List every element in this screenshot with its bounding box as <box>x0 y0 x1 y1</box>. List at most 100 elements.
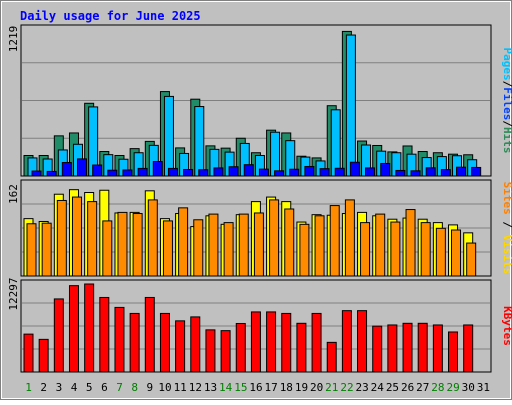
bar-sites-day-30 <box>466 242 477 277</box>
bar-sites-day-2 <box>41 222 52 277</box>
series-label-part: Visits <box>501 235 512 275</box>
bar-kbytes-day-16 <box>250 311 261 373</box>
bar-pages-day-11 <box>183 168 194 177</box>
x-tick-label-10: 10 <box>158 381 171 394</box>
bar-kbytes-day-8 <box>129 312 140 373</box>
bar-kbytes-day-15 <box>235 322 246 373</box>
bar-sites-day-7 <box>117 211 128 277</box>
x-tick-label-18: 18 <box>280 381 293 394</box>
x-tick-label-21: 21 <box>325 381 338 394</box>
bar-sites-day-17 <box>269 199 280 277</box>
bar-kbytes-day-20 <box>311 312 322 373</box>
series-label-part: / <box>501 81 512 88</box>
bar-kbytes-day-18 <box>281 312 292 373</box>
bar-kbytes-day-11 <box>175 320 186 373</box>
ymax-label-hits-files-pages: 1219 <box>7 26 20 53</box>
chart-title: Daily usage for June 2025 <box>20 9 201 23</box>
series-label-part: / <box>501 215 512 235</box>
x-tick-label-16: 16 <box>249 381 262 394</box>
bar-kbytes-day-12 <box>190 316 201 373</box>
ymax-label-visits-sites: 162 <box>7 184 20 204</box>
bar-sites-day-16 <box>253 212 264 277</box>
bar-kbytes-day-25 <box>387 324 398 373</box>
bar-pages-day-26 <box>410 170 421 177</box>
bar-pages-day-24 <box>380 162 391 177</box>
bar-kbytes-day-6 <box>99 296 110 373</box>
bar-kbytes-day-24 <box>372 325 383 373</box>
series-label-part: Files <box>501 87 512 120</box>
bar-sites-day-23 <box>360 222 371 277</box>
x-tick-label-13: 13 <box>204 381 217 394</box>
series-label-hits-files-pages: Pages/Files/Hits <box>501 48 512 154</box>
x-tick-label-30: 30 <box>462 381 475 394</box>
x-tick-label-19: 19 <box>295 381 308 394</box>
bar-kbytes-day-5 <box>84 283 95 373</box>
bar-sites-day-3 <box>56 199 67 277</box>
bar-pages-day-7 <box>122 169 133 177</box>
bar-pages-day-19 <box>304 165 315 177</box>
bar-kbytes-day-19 <box>296 322 307 373</box>
x-tick-label-28: 28 <box>431 381 444 394</box>
x-tick-label-8: 8 <box>131 381 138 394</box>
bar-files-day-10 <box>163 95 174 177</box>
bar-pages-day-23 <box>365 167 376 177</box>
bar-sites-day-11 <box>178 207 189 277</box>
bar-kbytes-day-2 <box>38 338 49 373</box>
bar-pages-day-15 <box>243 164 254 177</box>
bar-pages-day-9 <box>152 161 163 177</box>
bar-pages-day-5 <box>92 164 103 177</box>
bar-kbytes-day-7 <box>114 306 125 373</box>
bar-kbytes-day-29 <box>448 331 459 373</box>
ymax-label-kbytes: 12297 <box>7 277 20 310</box>
bar-kbytes-day-23 <box>357 310 368 373</box>
bar-kbytes-day-30 <box>463 324 474 373</box>
bar-pages-day-22 <box>349 161 360 177</box>
x-tick-label-22: 22 <box>340 381 353 394</box>
bar-sites-day-27 <box>420 222 431 277</box>
x-tick-label-31: 31 <box>477 381 490 394</box>
bar-sites-day-8 <box>132 213 143 277</box>
bar-sites-day-6 <box>102 220 113 277</box>
bar-files-day-21 <box>330 109 341 177</box>
bar-kbytes-day-28 <box>432 324 443 373</box>
bar-sites-day-15 <box>238 213 249 277</box>
x-tick-label-20: 20 <box>310 381 323 394</box>
bar-pages-day-18 <box>289 168 300 177</box>
bar-sites-day-14 <box>223 222 234 277</box>
bar-sites-day-29 <box>451 229 462 277</box>
series-label-kbytes: KBytes <box>501 306 512 346</box>
bar-kbytes-day-14 <box>220 330 231 373</box>
bar-pages-day-20 <box>319 168 330 177</box>
bar-pages-day-25 <box>395 169 406 177</box>
bar-sites-day-5 <box>87 201 98 277</box>
bar-sites-day-24 <box>375 213 386 277</box>
x-tick-label-26: 26 <box>401 381 414 394</box>
bar-sites-day-4 <box>71 196 82 277</box>
bar-files-day-17 <box>270 131 281 177</box>
bar-pages-day-10 <box>167 167 178 177</box>
x-tick-label-12: 12 <box>189 381 202 394</box>
bar-pages-day-4 <box>76 158 87 177</box>
bar-pages-day-27 <box>425 167 436 177</box>
bar-pages-day-30 <box>471 166 482 177</box>
x-tick-label-7: 7 <box>116 381 123 394</box>
bar-pages-day-2 <box>46 170 57 177</box>
bar-sites-day-13 <box>208 213 219 277</box>
bar-sites-day-12 <box>193 219 204 277</box>
series-label-visits-sites: Sites / Visits <box>501 182 512 275</box>
x-tick-label-15: 15 <box>234 381 247 394</box>
x-tick-label-1: 1 <box>25 381 32 394</box>
bar-pages-day-13 <box>213 167 224 177</box>
bar-pages-day-29 <box>456 166 467 177</box>
x-tick-label-24: 24 <box>371 381 385 394</box>
x-tick-label-4: 4 <box>71 381 78 394</box>
bar-pages-day-21 <box>334 167 345 177</box>
bar-kbytes-day-17 <box>266 311 277 373</box>
x-tick-label-23: 23 <box>356 381 369 394</box>
x-tick-label-9: 9 <box>147 381 154 394</box>
bar-sites-day-21 <box>329 205 340 277</box>
outer-frame-highlight <box>1 1 511 399</box>
bar-pages-day-17 <box>274 170 285 177</box>
bar-kbytes-day-13 <box>205 329 216 373</box>
